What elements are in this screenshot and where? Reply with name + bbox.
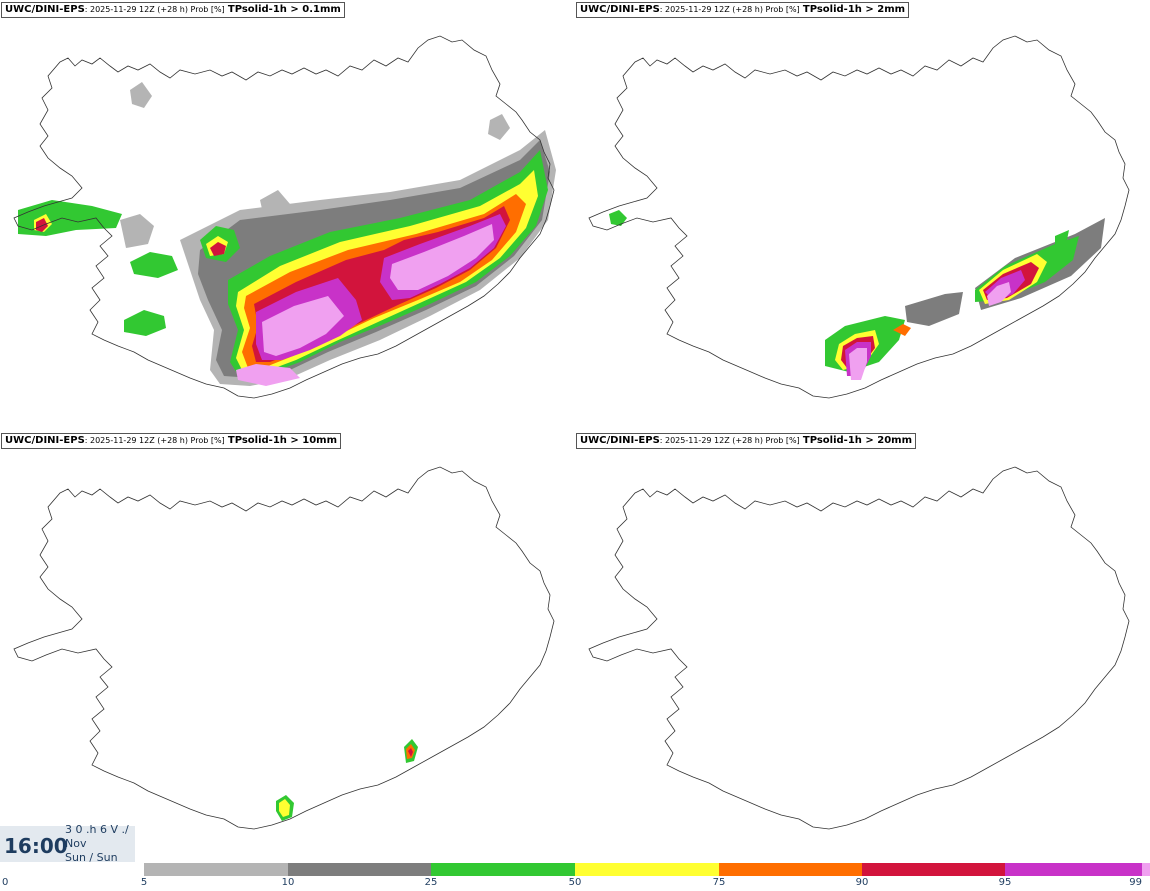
panel-model: UWC/DINI-EPS [580, 4, 660, 15]
valid-time-line-1: 3 0 .h 6 V ./ [65, 823, 129, 836]
legend-tick-label: 25 [424, 877, 438, 888]
panel-meta: : 2025-11-29 12Z (+28 h) Prob [%] [84, 436, 225, 445]
valid-time-month: Nov [65, 837, 87, 850]
panel-field: TPsolid-1h > 2mm [802, 4, 906, 15]
panel-field: TPsolid-1h > 10mm [227, 435, 338, 446]
map-panel-2: UWC/DINI-EPS: 2025-11-29 12Z (+28 h) Pro… [575, 0, 1150, 430]
legend-color-swatch [144, 863, 288, 876]
probability-field [18, 82, 556, 386]
legend-tick-label: 0 [2, 877, 9, 888]
probability-map [588, 466, 1130, 830]
panel-title: UWC/DINI-EPS: 2025-11-29 12Z (+28 h) Pro… [1, 2, 345, 18]
valid-time-box: 16:00 3 0 .h 6 V ./ Nov Sun / Sun [0, 823, 135, 864]
legend-tick-label: 99 [1129, 877, 1142, 888]
legend-color-swatch [1005, 863, 1142, 876]
panel-field: TPsolid-1h > 20mm [802, 435, 913, 446]
legend-tick-label: 75 [712, 877, 726, 888]
legend-color-swatch [575, 863, 719, 876]
probability-map [13, 35, 556, 399]
legend-tick-label: 10 [281, 877, 295, 888]
legend-color-swatch [288, 863, 431, 876]
map-panel-3: UWC/DINI-EPS: 2025-11-29 12Z (+28 h) Pro… [0, 431, 575, 861]
legend-color-swatch [862, 863, 1005, 876]
probability-legend: 0 5 10 25 50 75 90 95 99 [0, 862, 1150, 891]
probability-map [13, 466, 555, 830]
panel-model: UWC/DINI-EPS [580, 435, 660, 446]
panel-title: UWC/DINI-EPS: 2025-11-29 12Z (+28 h) Pro… [576, 433, 917, 449]
map-panel-1: UWC/DINI-EPS: 2025-11-29 12Z (+28 h) Pro… [0, 0, 575, 430]
panel-model: UWC/DINI-EPS [5, 435, 85, 446]
legend-tick-label: 95 [998, 877, 1012, 888]
valid-time-weekday: Sun / Sun [65, 851, 118, 864]
legend-tick-label: 90 [855, 877, 869, 888]
probability-field [276, 739, 418, 821]
panel-field: TPsolid-1h > 0.1mm [227, 4, 341, 15]
legend-tick-label: 5 [140, 877, 148, 888]
valid-time: 16:00 [4, 834, 68, 858]
panel-meta: : 2025-11-29 12Z (+28 h) Prob [%] [84, 5, 225, 14]
probability-map [588, 35, 1130, 399]
legend-color-swatch [1142, 863, 1150, 876]
panel-model: UWC/DINI-EPS [5, 4, 85, 15]
panel-title: UWC/DINI-EPS: 2025-11-29 12Z (+28 h) Pro… [576, 2, 910, 18]
legend-color-swatch [719, 863, 862, 876]
legend-tick-label: 50 [568, 877, 582, 888]
probability-field [609, 210, 1105, 380]
legend-color-swatch [431, 863, 575, 876]
panel-meta: : 2025-11-29 12Z (+28 h) Prob [%] [659, 436, 800, 445]
panel-title: UWC/DINI-EPS: 2025-11-29 12Z (+28 h) Pro… [1, 433, 342, 449]
map-panel-4: UWC/DINI-EPS: 2025-11-29 12Z (+28 h) Pro… [575, 431, 1150, 861]
panel-meta: : 2025-11-29 12Z (+28 h) Prob [%] [659, 5, 800, 14]
